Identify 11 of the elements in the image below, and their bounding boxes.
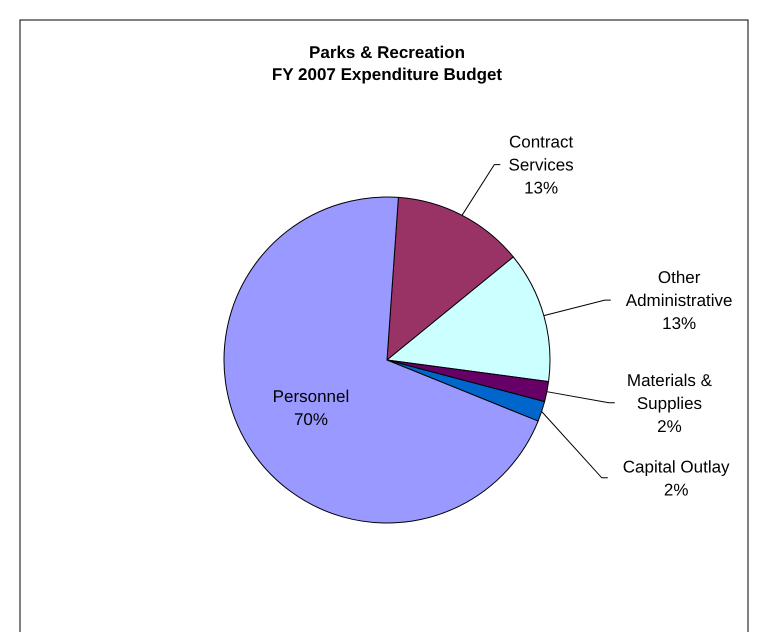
data-label: 13% [524,178,558,198]
slice-label: Personnel [272,386,350,406]
data-label: 2% [664,480,688,500]
data-label: 13% [662,314,696,334]
slice-label: Other Administrative [626,268,733,310]
data-label: 2% [657,416,682,436]
slice-label: Capital Outlay [622,457,730,476]
slice-label: Materials & Supplies [626,370,713,413]
chart-title: Parks & Recreation FY 2007 Expenditure Budget [272,43,502,84]
slice-label: Contract Services [508,132,574,175]
data-label: 70% [294,410,328,429]
